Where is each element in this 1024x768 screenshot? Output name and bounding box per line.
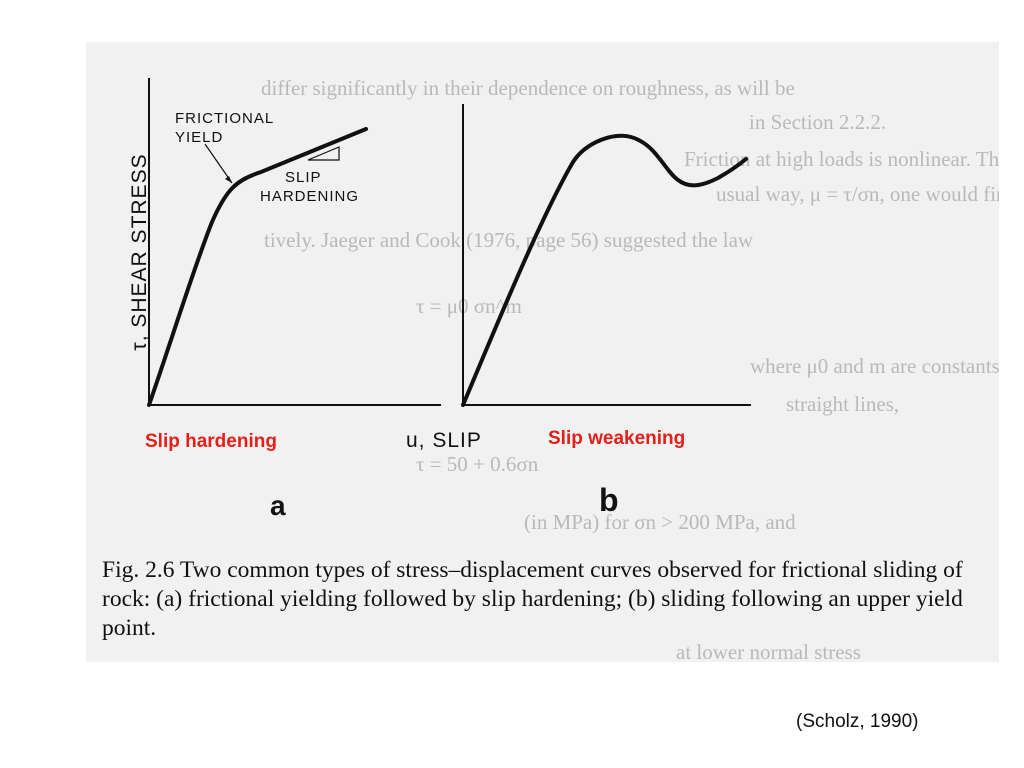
- panel-b-curve: [461, 133, 748, 407]
- ghost-line: usual way, μ = τ/σn, one would find that…: [716, 182, 999, 206]
- slip-hardening-line2: HARDENING: [260, 188, 360, 205]
- ghost-line: in Section 2.2.2.: [749, 110, 887, 134]
- ghost-line: tively. Jaeger and Cook (1976, page 56) …: [264, 228, 754, 252]
- ghost-line: (in MPa) for σn > 200 MPa, and: [524, 510, 796, 534]
- panel-a-letter: a: [270, 490, 287, 521]
- panel-a-curve: [147, 127, 368, 407]
- ghost-line: where μ0 and m are constants. Byerlee (1…: [750, 354, 999, 378]
- ghost-line: at lower normal stress: [676, 640, 861, 662]
- citation-credit: (Scholz, 1990): [796, 711, 919, 732]
- figure-caption: Fig. 2.6 Two common types of stress–disp…: [102, 557, 963, 641]
- y-axis-label: τ, SHEAR STRESS: [128, 153, 151, 351]
- ghost-line: differ significantly in their dependence…: [261, 76, 795, 100]
- x-axis-label: u, SLIP: [406, 429, 482, 452]
- slip-hardening-line1: SLIP: [285, 169, 322, 186]
- yield-arrowhead: [225, 176, 232, 183]
- frictional-yield-line1: FRICTIONAL: [175, 110, 275, 127]
- scanned-page: differ significantly in their dependence…: [86, 42, 999, 662]
- slope-triangle: [307, 146, 340, 161]
- panel-b-letter: b: [599, 482, 620, 518]
- frictional-yield-line2: YIELD: [175, 129, 224, 146]
- stress-displacement-figure: [147, 78, 751, 407]
- slip-hardening-highlight: Slip hardening: [145, 431, 277, 452]
- ghost-line: τ = 50 + 0.6σn: [416, 452, 539, 476]
- slip-weakening-highlight: Slip weakening: [548, 428, 686, 449]
- bleed-through-text: differ significantly in their dependence…: [86, 42, 999, 662]
- slip-hardening-label: SLIP HARDENING: [260, 168, 359, 206]
- ghost-line: straight lines,: [786, 392, 900, 416]
- frictional-yield-label: FRICTIONAL YIELD: [175, 109, 274, 147]
- yield-arrow: [204, 143, 233, 184]
